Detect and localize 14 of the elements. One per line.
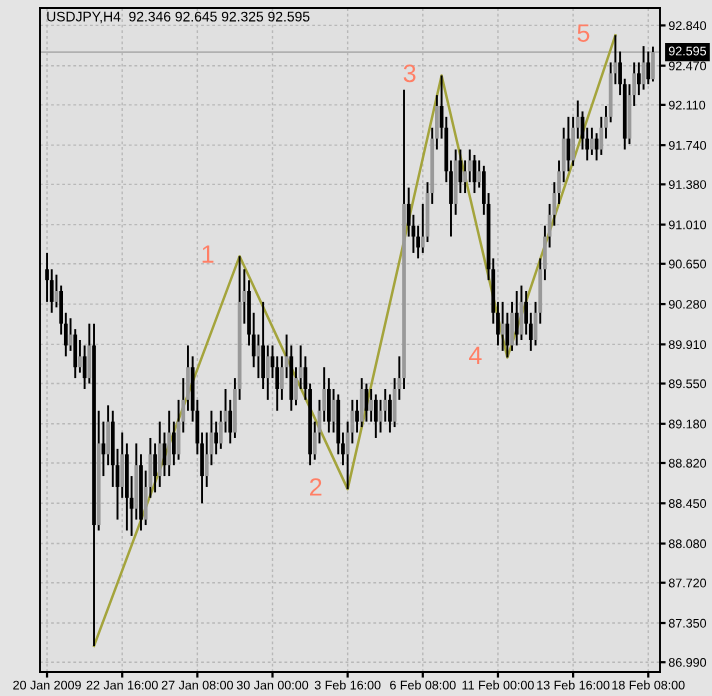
annotation: 5 — [577, 24, 590, 42]
candlestick — [167, 409, 172, 478]
annotation: 4 — [469, 346, 482, 364]
candlestick — [157, 420, 162, 488]
annotation: 1 — [202, 245, 214, 263]
candlestick — [651, 45, 655, 83]
candlestick — [500, 300, 505, 352]
candlestick — [373, 393, 378, 439]
annotation: 2 — [310, 478, 322, 496]
candlestick — [646, 50, 651, 86]
candlestick — [514, 290, 519, 347]
candlestick — [590, 126, 594, 156]
candlestick — [359, 377, 364, 429]
annotation: 3 — [403, 64, 416, 83]
